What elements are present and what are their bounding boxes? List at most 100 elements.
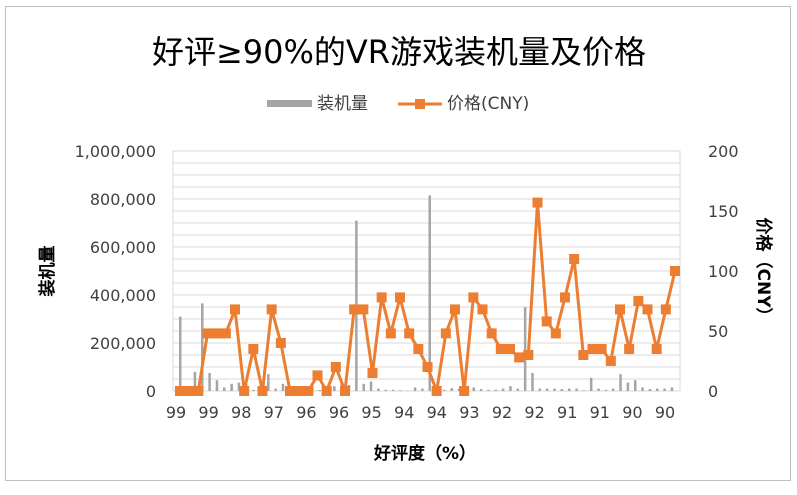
price-point (385, 328, 396, 339)
legend-swatch-installs (267, 100, 312, 107)
installs-bar (567, 388, 571, 391)
x-tick-label: 91 (557, 403, 577, 422)
price-point (468, 292, 479, 303)
price-point (486, 328, 497, 339)
price-point (294, 386, 305, 396)
x-tick-label: 93 (459, 403, 479, 422)
installs-bar (641, 387, 644, 391)
installs-bar (391, 389, 395, 391)
x-axis-label: 好评度（%） (373, 443, 476, 464)
installs-bar (523, 307, 527, 391)
y-right-tick-label: 0 (708, 382, 718, 401)
x-tick-label: 96 (296, 403, 316, 422)
price-point (275, 338, 286, 348)
installs-bar (670, 387, 674, 391)
installs-bar (215, 380, 219, 391)
price-point (303, 386, 314, 396)
price-point (257, 386, 268, 396)
y-left-tick-label: 600,000 (90, 238, 156, 257)
price-point (413, 344, 424, 354)
installs-bar (281, 383, 285, 391)
installs-bar (421, 388, 424, 391)
right-axis-ticks: 0 50 100 150 200 (708, 142, 739, 401)
y-left-tick-label: 800,000 (90, 190, 156, 209)
price-point (615, 304, 625, 315)
installs-bar (479, 389, 483, 391)
y-right-tick-label: 200 (708, 142, 739, 161)
installs-bar (582, 390, 586, 391)
installs-bar (193, 371, 197, 391)
installs-bar (663, 388, 666, 391)
installs-bar (589, 377, 593, 391)
installs-bar (267, 374, 270, 391)
y-axis-left-label: 装机量 (37, 246, 58, 298)
installs-bar (509, 386, 512, 391)
price-point (395, 292, 405, 303)
price-point (349, 304, 360, 315)
price-point (450, 304, 460, 315)
installs-bar (362, 383, 365, 391)
price-point (211, 328, 222, 339)
installs-bar (575, 388, 578, 391)
installs-bar (333, 386, 336, 391)
x-tick-label: 92 (524, 403, 544, 422)
price-point (175, 386, 185, 396)
price-point (587, 344, 598, 354)
price-point (422, 362, 433, 372)
installs-bar (553, 388, 556, 391)
price-point (358, 304, 369, 315)
price-point (670, 266, 680, 276)
price-point (340, 386, 350, 396)
price-point (330, 362, 341, 372)
x-tick-label: 95 (361, 403, 381, 422)
y-left-tick-label: 400,000 (90, 286, 156, 305)
installs-bar (516, 388, 520, 391)
installs-bar (230, 383, 233, 391)
price-point (230, 304, 240, 315)
x-tick-label: 91 (590, 403, 610, 422)
price-point (321, 386, 332, 396)
legend-marker-price (415, 99, 425, 109)
installs-bar (413, 387, 417, 391)
price-point (495, 344, 506, 354)
installs-bar (487, 389, 490, 391)
price-point (184, 386, 195, 396)
installs-bar (633, 380, 637, 391)
x-tick-label: 98 (231, 403, 251, 422)
installs-bar (443, 389, 446, 391)
x-axis-ticks: 99 99 98 97 96 96 95 94 94 93 92 92 91 91 90 90 (166, 403, 675, 422)
price-point (266, 304, 277, 315)
price-point (633, 296, 644, 306)
x-tick-label: 99 (198, 403, 218, 422)
installs-bar (501, 388, 505, 391)
installs-bar (648, 389, 652, 391)
y-axis-right-label: 价格（CNY） (753, 217, 774, 324)
installs-bar (604, 389, 608, 391)
installs-bar (399, 390, 402, 391)
left-axis-ticks: 0 200,000 400,000 600,000 800,000 1,000,000 (75, 142, 156, 401)
installs-bar (274, 388, 277, 391)
price-point (560, 292, 570, 303)
installs-bar (223, 387, 226, 391)
installs-bar (450, 388, 454, 391)
legend-label-installs: 装机量 (317, 94, 368, 114)
x-tick-label: 90 (655, 403, 675, 422)
price-point (605, 356, 616, 366)
x-tick-label: 92 (492, 403, 512, 422)
installs-bar (655, 388, 659, 391)
price-point (404, 328, 415, 339)
installs-bar (384, 389, 387, 391)
price-point (660, 304, 671, 315)
price-point (477, 304, 488, 315)
installs-bar (472, 387, 476, 391)
installs-bar (369, 381, 373, 391)
price-point (220, 328, 231, 339)
price-point (440, 328, 451, 339)
y-left-tick-label: 200,000 (90, 334, 156, 353)
x-tick-label: 99 (166, 403, 186, 422)
installs-bar (318, 390, 321, 391)
price-point (514, 352, 525, 363)
price-point (193, 386, 204, 396)
x-tick-label: 94 (427, 403, 447, 422)
price-point (285, 386, 295, 396)
